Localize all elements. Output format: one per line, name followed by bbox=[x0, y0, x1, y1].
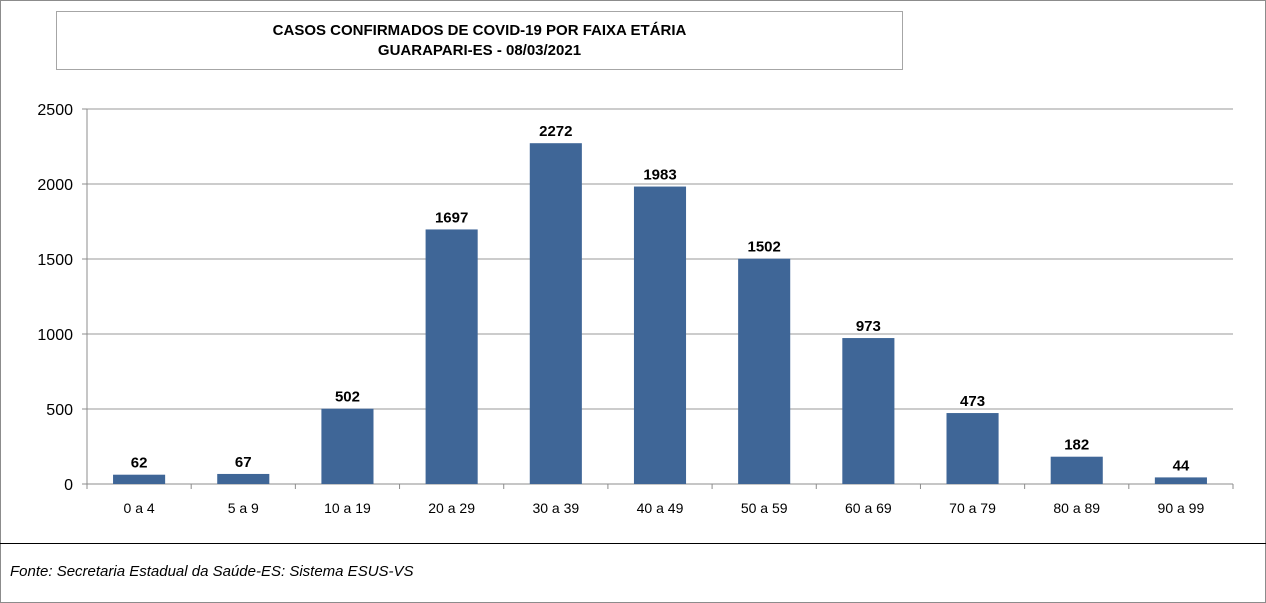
data-label: 473 bbox=[960, 393, 985, 410]
data-label: 62 bbox=[131, 455, 148, 472]
bar bbox=[425, 229, 478, 484]
x-tick-label: 40 a 49 bbox=[637, 500, 684, 516]
data-label: 1502 bbox=[747, 239, 780, 256]
data-label: 1983 bbox=[643, 167, 676, 184]
data-label: 182 bbox=[1064, 437, 1089, 454]
footer-divider bbox=[0, 543, 1266, 544]
y-tick-label: 2500 bbox=[37, 102, 73, 119]
x-tick-label: 50 a 59 bbox=[741, 500, 788, 516]
bar bbox=[113, 474, 166, 484]
y-tick-label: 0 bbox=[64, 477, 73, 494]
x-tick-label: 10 a 19 bbox=[324, 500, 371, 516]
chart-subtitle: GUARAPARI-ES - 08/03/2021 bbox=[377, 42, 582, 59]
x-tick-label: 0 a 4 bbox=[124, 500, 155, 516]
data-label: 1697 bbox=[435, 209, 468, 226]
bar bbox=[1154, 477, 1207, 484]
chart-title-box: CASOS CONFIRMADOS DE COVID-19 POR FAIXA … bbox=[56, 11, 903, 70]
bar bbox=[738, 258, 791, 484]
source-note: Fonte: Secretaria Estadual da Saúde-ES: … bbox=[10, 563, 414, 580]
y-tick-label: 1000 bbox=[37, 327, 73, 344]
x-tick-label: 5 a 9 bbox=[228, 500, 259, 516]
chart-title: CASOS CONFIRMADOS DE COVID-19 POR FAIXA … bbox=[272, 22, 687, 39]
y-tick-label: 500 bbox=[46, 402, 73, 419]
bar bbox=[217, 473, 270, 484]
x-tick-label: 70 a 79 bbox=[949, 500, 996, 516]
bar bbox=[946, 413, 999, 484]
y-tick-label: 2000 bbox=[37, 177, 73, 194]
x-tick-label: 90 a 99 bbox=[1158, 500, 1205, 516]
x-tick-label: 80 a 89 bbox=[1053, 500, 1100, 516]
bar bbox=[529, 143, 582, 484]
data-label: 67 bbox=[235, 454, 252, 471]
bar bbox=[633, 186, 687, 485]
data-label: 2272 bbox=[539, 123, 572, 140]
bar bbox=[842, 338, 895, 484]
bar bbox=[321, 408, 374, 484]
data-label: 502 bbox=[335, 389, 360, 406]
data-label: 44 bbox=[1173, 457, 1190, 474]
data-label: 973 bbox=[856, 318, 881, 335]
bar-chart: 0 500 1000 1500 2000 2500 62 0 a 4 67 5 a 9 502 10 … bbox=[37, 102, 1234, 516]
x-tick-label: 60 a 69 bbox=[845, 500, 892, 516]
x-tick-label: 20 a 29 bbox=[428, 500, 475, 516]
bar bbox=[1050, 456, 1103, 484]
x-tick-label: 30 a 39 bbox=[532, 500, 579, 516]
y-tick-label: 1500 bbox=[37, 252, 73, 269]
